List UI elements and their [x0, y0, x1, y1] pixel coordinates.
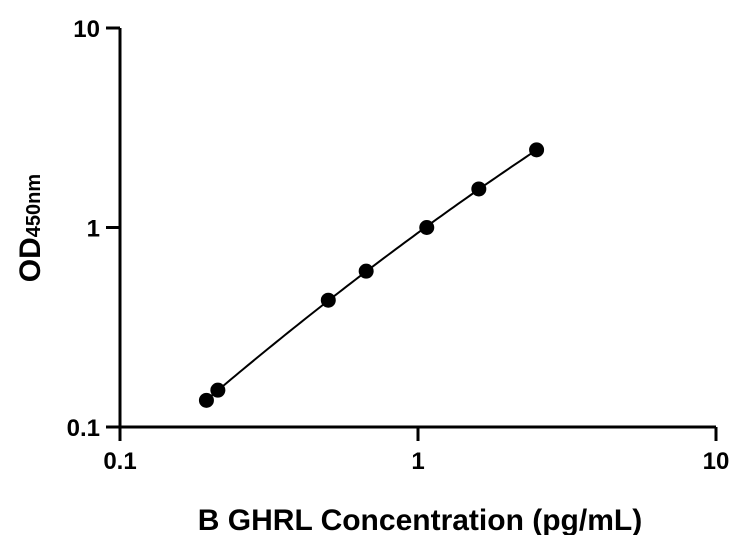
y-axis-title: OD450nm — [14, 174, 47, 282]
data-point — [210, 382, 226, 398]
data-point — [471, 181, 487, 197]
data-point — [320, 292, 336, 308]
x-tick-label: 10 — [703, 448, 730, 475]
axis-ticks: 0.1 1 10 0.1 1 10 — [67, 16, 730, 475]
axes — [118, 28, 716, 429]
y-axis-title-main: OD — [14, 237, 47, 282]
y-tick-label: 10 — [73, 16, 100, 43]
data-point — [198, 392, 214, 408]
y-axis-title-subscript: 450nm — [23, 174, 45, 237]
data-points-layer — [198, 142, 545, 408]
x-axis-title: B GHRL Concentration (pg/mL) — [198, 504, 642, 535]
y-tick-label: 1 — [87, 216, 100, 243]
x-tick-label: 0.1 — [103, 448, 136, 475]
data-point — [419, 220, 435, 235]
data-point — [529, 142, 545, 158]
y-tick-label: 0.1 — [67, 415, 100, 442]
data-point — [358, 263, 374, 279]
x-tick-label: 1 — [411, 448, 424, 475]
